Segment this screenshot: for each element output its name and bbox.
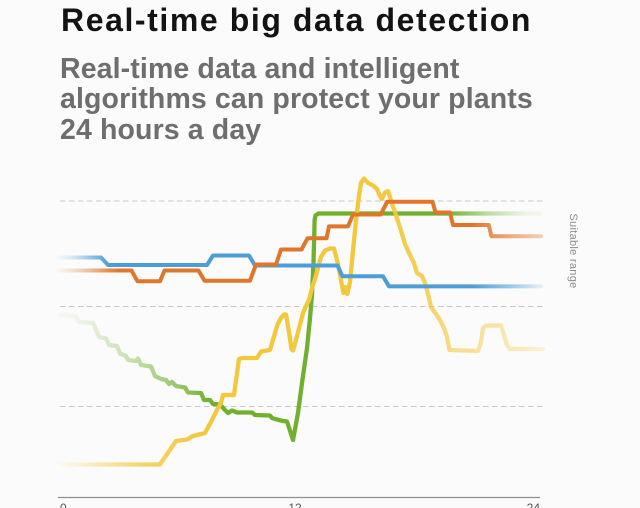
svg-text:Suitable range: Suitable range (567, 213, 579, 288)
svg-text:0: 0 (60, 501, 67, 508)
svg-text:24: 24 (527, 501, 541, 508)
svg-text:12: 12 (288, 501, 302, 508)
